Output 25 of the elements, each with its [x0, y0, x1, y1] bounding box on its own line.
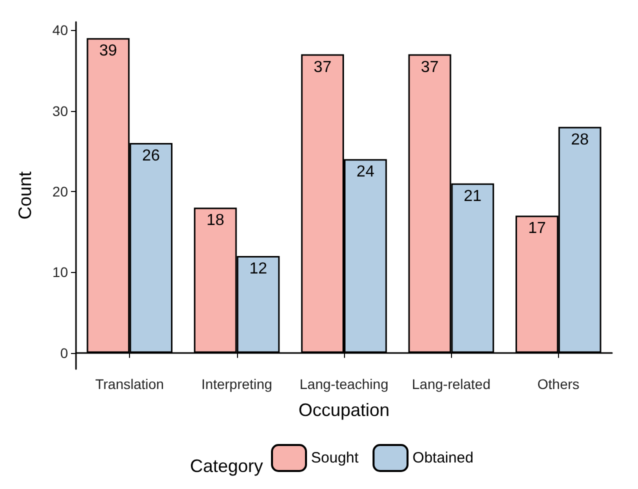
- data-label: 12: [249, 260, 268, 278]
- data-label: 37: [420, 58, 439, 76]
- y-axis-title: Count: [15, 171, 35, 220]
- legend-label: Obtained: [412, 450, 474, 466]
- data-label: 21: [464, 188, 482, 205]
- legend-label: Sought: [311, 450, 360, 466]
- y-tick-label: 30: [52, 102, 68, 119]
- x-tick-label: Lang-related: [412, 376, 491, 392]
- data-label: 24: [356, 164, 374, 181]
- y-tick-label: 0: [60, 344, 68, 361]
- legend-title: Category: [190, 456, 264, 476]
- x-tick-label: Lang-teaching: [300, 376, 388, 392]
- y-tick-label: 20: [52, 183, 68, 200]
- x-tick-label: Interpreting: [201, 376, 272, 392]
- data-label: 18: [206, 212, 224, 230]
- x-axis-title: Occupation: [298, 400, 390, 420]
- data-label: 39: [99, 42, 118, 60]
- data-label: 17: [528, 220, 546, 238]
- y-tick-label: 10: [52, 264, 68, 280]
- y-tick-label: 40: [52, 22, 68, 38]
- data-label: 26: [142, 148, 160, 165]
- x-tick-label: Translation: [95, 376, 164, 392]
- data-label: 37: [314, 58, 332, 76]
- x-tick-label: Others: [537, 376, 580, 392]
- data-label: 28: [570, 131, 589, 148]
